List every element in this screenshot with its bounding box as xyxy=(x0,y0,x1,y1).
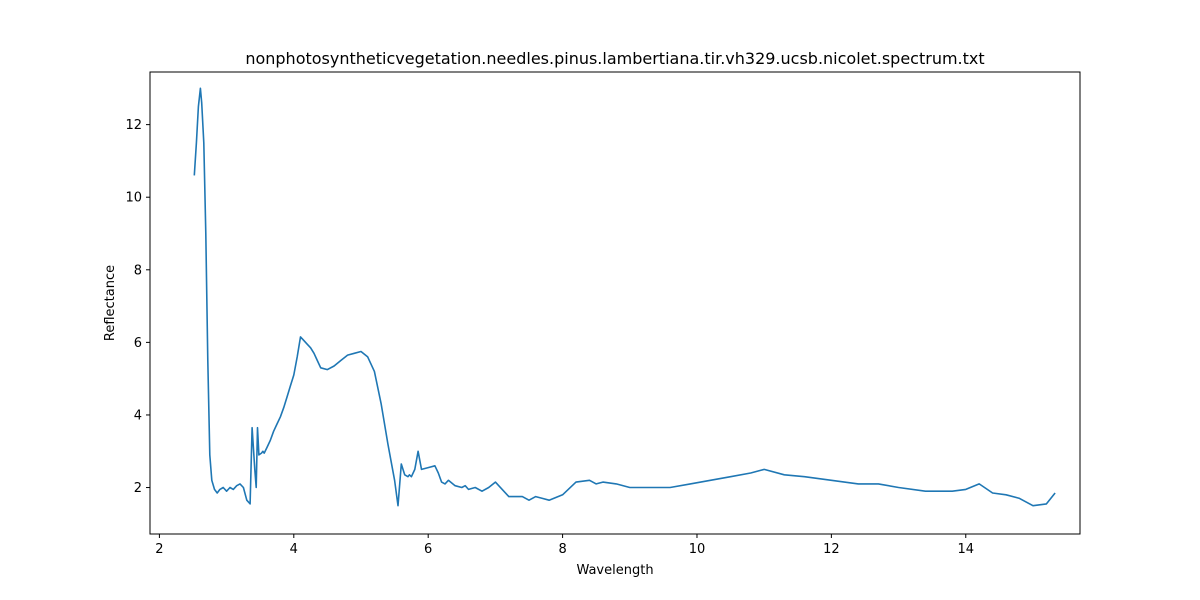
x-tick-label: 14 xyxy=(957,542,974,557)
x-tick-label: 10 xyxy=(689,542,706,557)
x-tick-label: 6 xyxy=(424,542,432,557)
chart-title: nonphotosyntheticvegetation.needles.pinu… xyxy=(245,49,984,68)
x-axis: 2 4 6 8 10 12 14 xyxy=(155,534,974,557)
y-tick-label: 4 xyxy=(134,408,142,423)
y-tick-label: 2 xyxy=(134,481,142,496)
y-tick-label: 8 xyxy=(134,263,142,278)
x-tick-label: 4 xyxy=(290,542,298,557)
x-tick-label: 12 xyxy=(823,542,840,557)
y-tick-label: 10 xyxy=(125,191,142,206)
y-axis: 2 4 6 8 10 12 xyxy=(125,118,150,496)
y-tick-label: 12 xyxy=(125,118,142,133)
y-tick-label: 6 xyxy=(134,336,142,351)
plot-area xyxy=(193,87,1056,507)
y-axis-label: Reflectance xyxy=(103,265,118,341)
x-axis-label: Wavelength xyxy=(576,563,653,578)
series-line-0 xyxy=(193,87,1056,507)
plot-frame xyxy=(149,71,1081,535)
x-tick-label: 2 xyxy=(155,542,163,557)
x-tick-label: 8 xyxy=(558,542,566,557)
